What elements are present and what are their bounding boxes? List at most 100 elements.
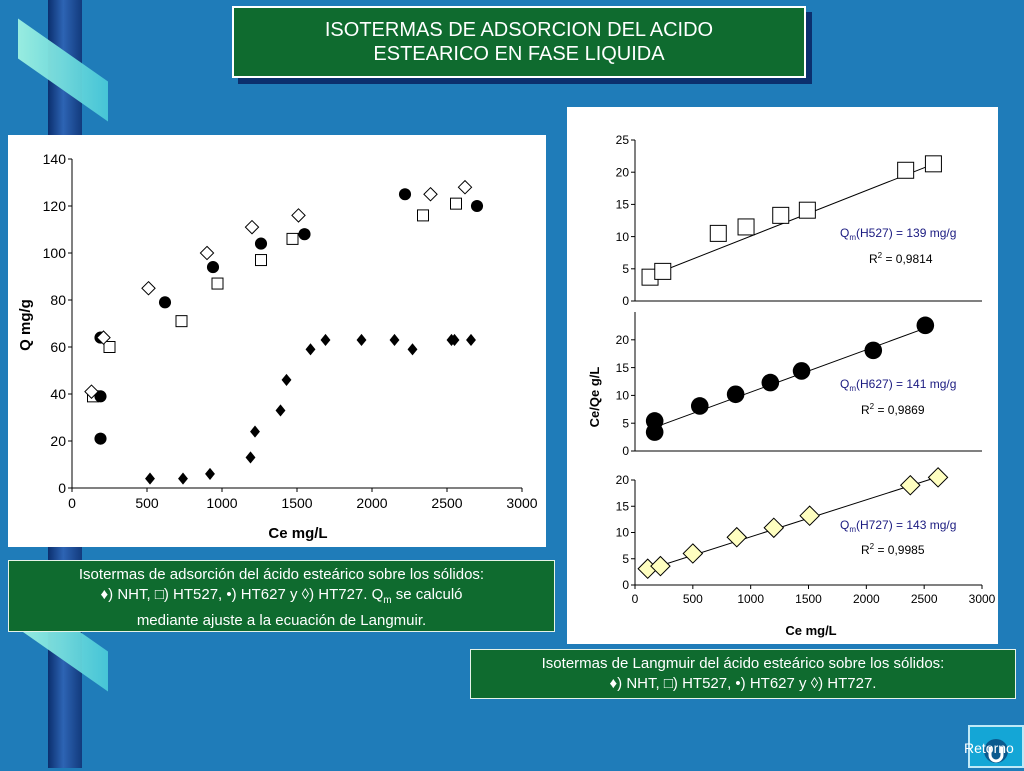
fit-label-q: Q [840, 377, 849, 391]
y-tick-label: 5 [622, 262, 629, 276]
slide-title: ISOTERMAS DE ADSORCION DEL ACIDO ESTEARI… [232, 6, 806, 78]
x-tick-label: 3000 [506, 495, 537, 511]
data-point [286, 232, 299, 245]
x-tick-label: 500 [683, 592, 703, 606]
retorno-button[interactable] [968, 725, 1024, 768]
data-point [145, 472, 155, 485]
r2-value: = 0,9869 [874, 403, 925, 417]
data-point [792, 362, 811, 380]
y-tick-label: 10 [616, 230, 630, 244]
data-point [407, 343, 418, 356]
retorno-label[interactable]: Retorno [964, 740, 1014, 756]
y-tick-label: 10 [616, 389, 630, 403]
y-tick-label: 5 [622, 552, 629, 566]
y-tick-label: 0 [622, 444, 629, 458]
fit-label-q: Q [840, 226, 849, 240]
data-point [244, 219, 260, 235]
r-squared-label: R2 = 0,9985 [861, 542, 925, 557]
adsorption-chart-panel: 0 20 40 60 80 100 120 140 0 500 1000 1500 2000 2500 30… [8, 135, 546, 547]
r-squared-label: R2 = 0,9814 [869, 251, 933, 266]
data-point [470, 199, 484, 213]
data-point [158, 296, 172, 309]
y-tick-label: 100 [43, 245, 67, 261]
data-point [250, 425, 260, 438]
y-tick-label: 25 [616, 133, 630, 147]
caption-left-line1: Isotermas de adsorción del ácido esteári… [78, 566, 485, 583]
data-point [275, 404, 286, 417]
data-point [423, 186, 438, 202]
data-point [298, 228, 311, 241]
y-tick-label: 15 [616, 361, 630, 375]
data-point [772, 206, 790, 224]
data-point [94, 390, 107, 403]
data-point [398, 188, 412, 201]
data-point [726, 526, 748, 548]
r2-letter: R [869, 252, 878, 266]
fit-label-sub: m [849, 384, 856, 393]
u-turn-arrow-icon [984, 739, 1008, 763]
data-point [211, 277, 224, 290]
data-point [682, 543, 704, 564]
data-point [450, 197, 462, 210]
r2-letter: R [861, 543, 870, 557]
caption-left-subscript: m [383, 595, 392, 606]
y-tick-label: 5 [622, 416, 629, 430]
data-point [291, 208, 306, 223]
x-tick-label: 2500 [431, 495, 462, 511]
slide-title-line2: ESTEARICO EN FASE LIQUIDA [373, 43, 665, 65]
caption-left-line3: mediante ajuste a la ecuación de Langmui… [136, 612, 427, 629]
data-point [709, 224, 727, 242]
data-point [924, 155, 942, 173]
fit-parameter-label: Qm(H627) = 141 mg/g [840, 377, 956, 393]
caption-left-line2-text: ♦) NHT, □) HT527, •) HT627 y ◊) HT727. Q [100, 586, 384, 603]
x-tick-label: 2000 [356, 495, 387, 511]
y-tick-label: 10 [616, 526, 630, 540]
data-point [175, 315, 188, 328]
r2-letter: R [861, 403, 870, 417]
x-tick-label: 500 [135, 495, 159, 511]
caption-adsorption: Isotermas de adsorción del ácido esteári… [8, 560, 555, 632]
data-point [654, 262, 672, 280]
data-point [389, 333, 400, 346]
fit-label-sub: m [849, 525, 856, 534]
data-point [897, 161, 915, 179]
caption-right-line2: ♦) NHT, □) HT527, •) HT627 y ◊) HT727. [609, 675, 877, 692]
y-tick-label: 15 [616, 499, 630, 513]
r2-superscript: 2 [878, 251, 883, 260]
x-axis-title: Ce mg/L [268, 525, 327, 542]
data-point [254, 237, 268, 250]
data-point [899, 474, 921, 496]
slide-title-line1: ISOTERMAS DE ADSORCION DEL ACIDO [324, 19, 714, 41]
x-tick-label: 2000 [853, 592, 880, 606]
x-tick-label: 0 [632, 592, 639, 606]
data-point [761, 373, 780, 392]
fit-label-q: Q [840, 518, 849, 532]
data-point [737, 218, 755, 236]
r-squared-label: R2 = 0,9869 [861, 402, 925, 417]
y-tick-label: 40 [50, 386, 66, 402]
x-tick-label: 3000 [969, 592, 996, 606]
x-tick-label: 1000 [737, 592, 764, 606]
data-point [103, 341, 116, 353]
r2-value: = 0,9814 [882, 252, 933, 266]
fit-parameter-label: Qm(H727) = 143 mg/g [840, 518, 956, 534]
fit-label-rest: (H727) = 143 mg/g [856, 518, 956, 532]
data-point [864, 341, 883, 360]
y-tick-label: 20 [616, 165, 630, 179]
x-tick-label: 0 [68, 495, 76, 511]
data-point [305, 343, 316, 356]
data-point [799, 505, 820, 527]
y-axis-title: Q mg/g [17, 299, 34, 351]
y-tick-label: 80 [50, 292, 66, 308]
data-point [199, 245, 215, 261]
y-tick-label: 0 [622, 294, 629, 308]
y-tick-label: 20 [616, 333, 630, 347]
caption-left-line2: ♦) NHT, □) HT527, •) HT627 y ◊) HT727. Q… [15, 585, 548, 611]
y-tick-label: 60 [50, 339, 66, 355]
y-tick-label: 0 [622, 578, 629, 592]
y-tick-label: 15 [616, 198, 630, 212]
y-tick-label: 140 [43, 151, 67, 167]
y-axis-title: Ce/Qe g/L [587, 367, 602, 428]
y-tick-label: 120 [43, 198, 67, 214]
